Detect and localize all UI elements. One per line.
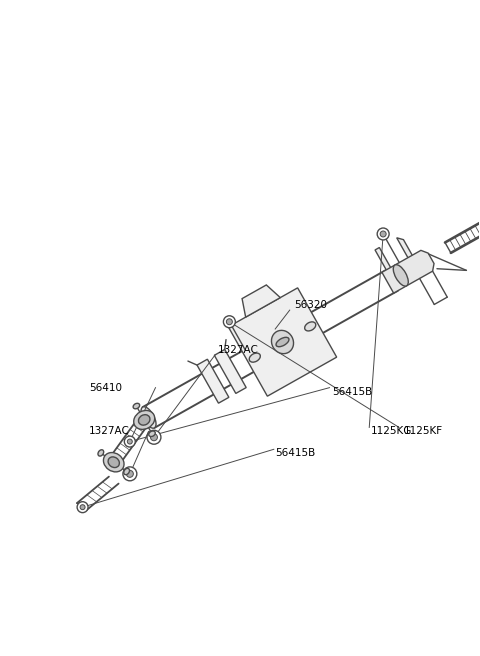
Polygon shape <box>242 285 280 317</box>
Polygon shape <box>396 237 420 270</box>
Ellipse shape <box>393 264 408 286</box>
Ellipse shape <box>249 353 260 362</box>
Circle shape <box>227 319 232 325</box>
Text: 56410: 56410 <box>89 382 122 393</box>
Circle shape <box>124 436 135 447</box>
Polygon shape <box>228 288 336 396</box>
Ellipse shape <box>134 411 155 430</box>
Circle shape <box>127 439 132 444</box>
Circle shape <box>223 316 235 328</box>
Polygon shape <box>215 350 246 394</box>
Text: 1125KF: 1125KF <box>404 426 443 436</box>
Circle shape <box>150 434 157 441</box>
Ellipse shape <box>141 407 156 428</box>
Ellipse shape <box>138 415 150 425</box>
Circle shape <box>126 470 133 478</box>
Text: 1125KG: 1125KG <box>371 426 413 436</box>
Ellipse shape <box>305 322 316 331</box>
Text: 56415B: 56415B <box>275 448 315 459</box>
Ellipse shape <box>149 431 155 436</box>
Ellipse shape <box>103 453 124 472</box>
Text: 1327AC: 1327AC <box>89 426 130 436</box>
Circle shape <box>147 430 161 444</box>
Ellipse shape <box>272 331 294 354</box>
Ellipse shape <box>124 468 130 475</box>
Ellipse shape <box>133 403 140 409</box>
Ellipse shape <box>108 457 120 468</box>
Circle shape <box>380 231 386 237</box>
Polygon shape <box>375 247 399 282</box>
Ellipse shape <box>276 337 289 347</box>
Circle shape <box>377 228 389 240</box>
Text: 56415B: 56415B <box>333 386 372 397</box>
Polygon shape <box>197 359 229 403</box>
Circle shape <box>80 504 85 510</box>
Text: 1327AC: 1327AC <box>218 345 259 355</box>
Circle shape <box>77 502 88 512</box>
Polygon shape <box>382 251 434 293</box>
Circle shape <box>123 467 137 481</box>
Text: 56320: 56320 <box>295 300 328 310</box>
Ellipse shape <box>98 450 104 456</box>
